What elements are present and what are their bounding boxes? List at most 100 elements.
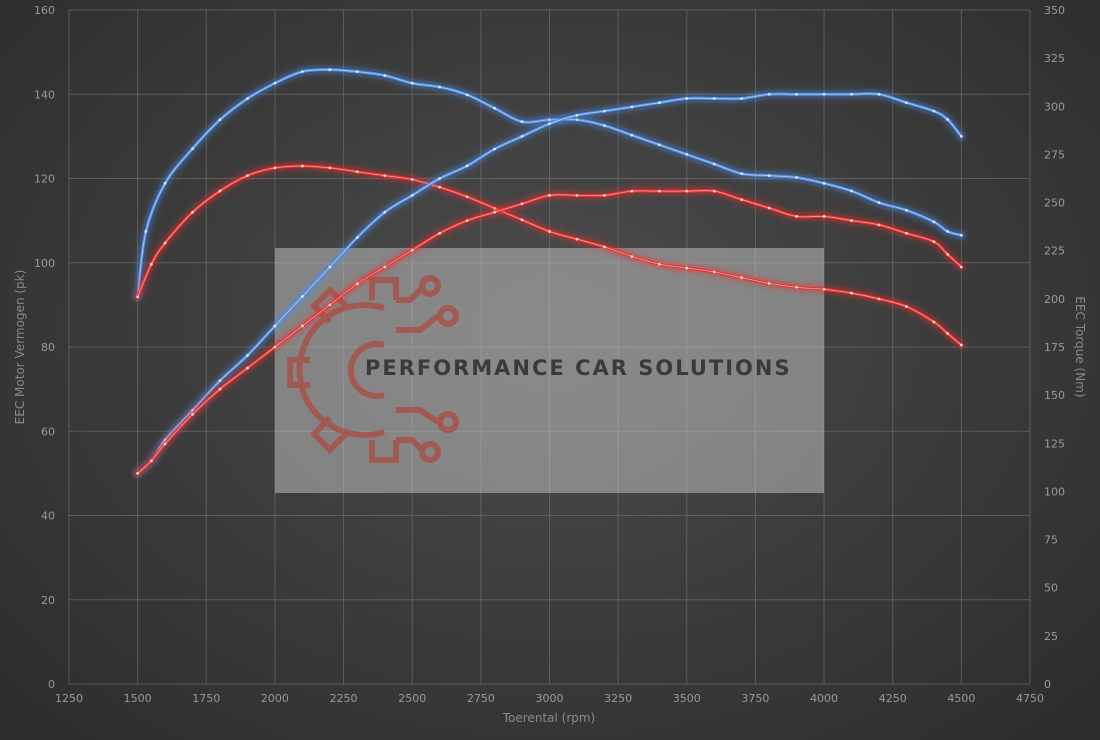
data-point: [767, 92, 771, 96]
data-point: [149, 262, 153, 266]
data-point: [740, 172, 744, 176]
data-point: [191, 413, 194, 416]
data-point: [410, 81, 414, 85]
data-point: [520, 120, 524, 124]
data-point: [905, 305, 908, 308]
x-axis-ticks: 1250 1500 1750 2000 2250 2500 2750 3000 3250 3500…: [55, 692, 1044, 705]
data-point: [877, 297, 881, 301]
data-point: [438, 231, 442, 235]
x-tick-label: 4750: [1016, 692, 1044, 705]
data-point: [465, 195, 469, 199]
data-point: [877, 201, 881, 204]
data-point: [191, 147, 194, 151]
data-point: [795, 176, 799, 179]
right-tick-label: 125: [1044, 437, 1065, 450]
data-point: [493, 147, 496, 151]
data-point: [630, 189, 634, 193]
data-point: [136, 471, 140, 475]
data-point: [163, 442, 167, 446]
data-point: [905, 231, 908, 235]
data-point: [218, 189, 222, 193]
data-point: [603, 124, 606, 127]
data-point: [465, 219, 469, 223]
series-stock_power: [133, 186, 966, 478]
data-point: [946, 230, 950, 233]
data-point: [520, 134, 524, 138]
data-point: [630, 133, 634, 137]
data-point: [575, 193, 579, 197]
data-point: [603, 109, 606, 113]
left-tick-label: 80: [41, 341, 55, 354]
data-point: [493, 210, 496, 214]
data-point: [548, 122, 551, 126]
data-point: [493, 106, 496, 110]
data-point: [300, 70, 304, 74]
data-point: [850, 92, 853, 96]
right-tick-label: 25: [1044, 630, 1058, 643]
data-point: [932, 220, 936, 224]
data-point: [355, 170, 359, 174]
data-point: [575, 113, 579, 117]
data-point: [383, 74, 387, 77]
data-point: [520, 202, 524, 206]
left-axis-ticks: 0 20 40 60 80 100 120 140 160: [34, 4, 55, 691]
left-axis-title: EEC Motor Vermogen (pk): [13, 270, 27, 425]
data-point: [438, 85, 442, 89]
data-point: [246, 97, 249, 100]
data-point: [328, 303, 332, 307]
data-point: [657, 101, 661, 105]
data-point: [630, 255, 634, 258]
data-point: [850, 189, 853, 193]
data-point: [218, 118, 222, 122]
data-point: [246, 354, 249, 357]
data-point: [328, 166, 332, 170]
data-point: [905, 208, 908, 212]
data-point: [246, 174, 249, 178]
data-point: [218, 379, 222, 383]
right-tick-label: 50: [1044, 582, 1058, 595]
x-tick-label: 1750: [192, 692, 220, 705]
data-point: [383, 265, 387, 269]
data-point: [946, 252, 950, 256]
series-tuned_power: [133, 89, 966, 478]
right-tick-label: 350: [1044, 4, 1065, 17]
data-point: [946, 118, 950, 121]
series-stock_torque: [133, 161, 966, 350]
series-group: [133, 65, 966, 478]
data-point: [630, 105, 634, 109]
data-point: [685, 153, 689, 156]
data-point: [657, 189, 661, 193]
right-tick-label: 325: [1044, 52, 1065, 65]
x-tick-label: 2000: [261, 692, 289, 705]
data-point: [383, 210, 387, 214]
data-point: [273, 324, 277, 328]
data-point: [767, 282, 771, 285]
data-point: [795, 215, 799, 218]
data-point: [520, 218, 524, 222]
data-point: [438, 185, 442, 189]
data-point: [410, 193, 414, 197]
x-tick-label: 4000: [810, 692, 838, 705]
x-tick-label: 2500: [398, 692, 426, 705]
x-axis-title: Toerental (rpm): [502, 711, 595, 725]
data-point: [905, 101, 908, 105]
data-point: [685, 189, 689, 193]
watermark-text: PERFORMANCE CAR SOLUTIONS: [365, 356, 792, 380]
right-tick-label: 250: [1044, 197, 1065, 210]
right-tick-label: 75: [1044, 534, 1058, 547]
data-point: [548, 193, 551, 197]
data-point: [410, 248, 414, 252]
data-point: [877, 92, 881, 96]
data-point: [712, 97, 716, 100]
data-point: [740, 276, 744, 280]
data-point: [355, 282, 359, 286]
data-point: [822, 181, 826, 185]
data-point: [959, 343, 963, 347]
x-tick-label: 4500: [947, 692, 975, 705]
data-point: [959, 134, 963, 138]
data-point: [144, 230, 148, 233]
right-tick-label: 300: [1044, 100, 1065, 113]
data-point: [328, 265, 332, 269]
x-tick-label: 1500: [124, 692, 152, 705]
x-tick-label: 1250: [55, 692, 83, 705]
